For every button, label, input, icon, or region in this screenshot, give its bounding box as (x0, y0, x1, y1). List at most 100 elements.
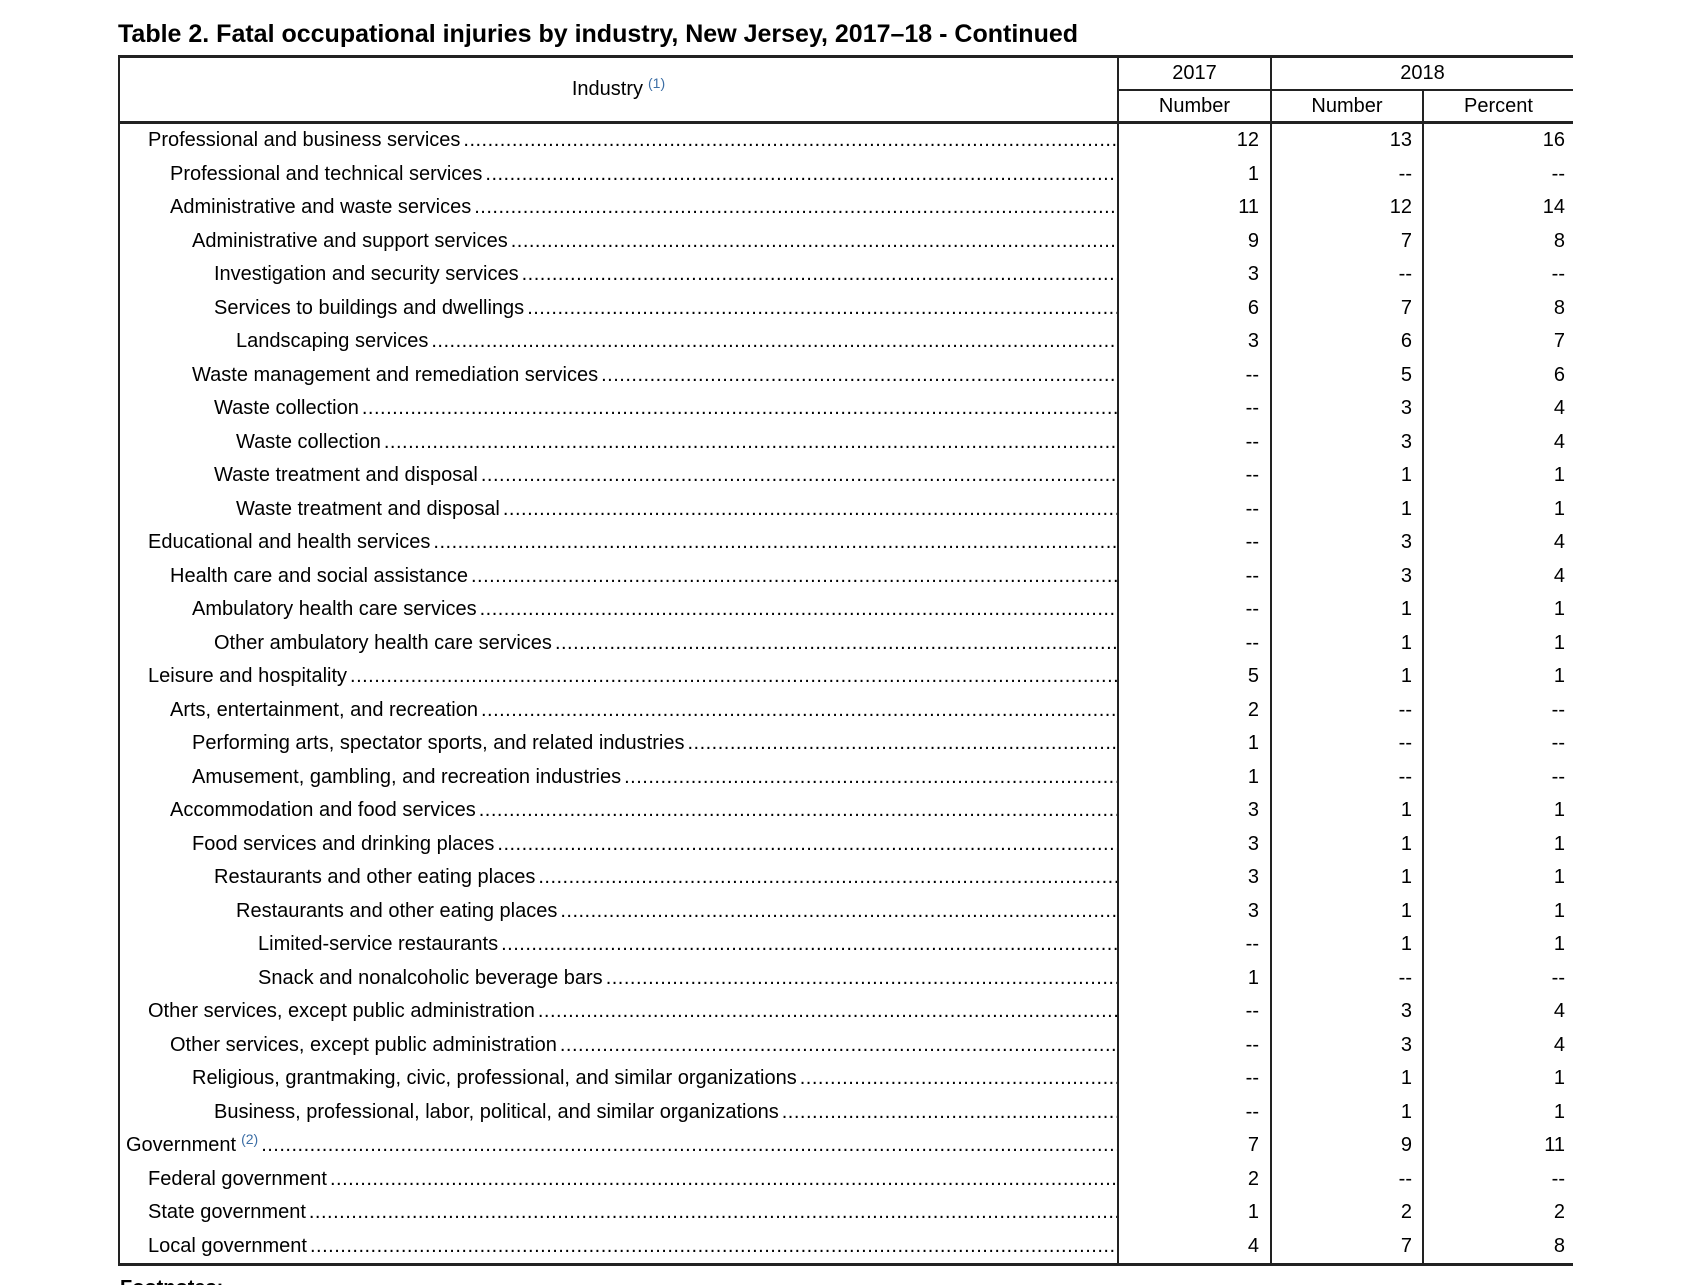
industry-label: Business, professional, labor, political… (214, 1100, 779, 1123)
table-row: Educational and health services.........… (120, 526, 1573, 560)
value-2017-number: 1 (1117, 727, 1270, 761)
industry-label: Professional and business services (148, 129, 461, 151)
value-2018-number: 1 (1270, 894, 1422, 928)
leader-dots: ........................................… (361, 397, 1117, 419)
industry-cell: Other services, except public administra… (120, 995, 1117, 1029)
value-2018-number: 1 (1270, 492, 1422, 526)
industry-label: Investigation and security services (214, 263, 519, 285)
industry-label: Leisure and hospitality (148, 665, 348, 687)
industry-cell: Religious, grantmaking, civic, professio… (120, 1062, 1117, 1096)
value-2018-percent: 4 (1422, 526, 1573, 560)
value-2017-number: -- (1117, 1062, 1270, 1096)
leader-dots: ........................................… (502, 497, 1117, 520)
leader-dots: ........................................… (480, 464, 1117, 486)
leader-dots: ........................................… (554, 631, 1117, 654)
footnote-1-link[interactable]: (1) (648, 74, 666, 91)
value-2017-number: 7 (1117, 1129, 1270, 1163)
industry-label: Other ambulatory health care services (214, 631, 552, 654)
table-row: Waste collection........................… (120, 392, 1573, 426)
value-2018-percent: 2 (1422, 1196, 1573, 1230)
leader-dots: ........................................… (350, 665, 1117, 687)
leader-dots: ........................................… (308, 1201, 1117, 1223)
value-2018-percent: 1 (1422, 794, 1573, 828)
value-2018-number: 5 (1270, 358, 1422, 392)
value-2018-number: 1 (1270, 928, 1422, 962)
industry-cell: Ambulatory health care services.........… (120, 593, 1117, 627)
industry-label: Limited-service restaurants (258, 933, 499, 955)
value-2018-number: 9 (1270, 1129, 1422, 1163)
industry-label: Government (126, 1134, 237, 1156)
value-2017-number: -- (1117, 626, 1270, 660)
leader-dots: ........................................… (383, 430, 1117, 453)
table-body: Professional and business services......… (120, 124, 1573, 1266)
table-row: Snack and nonalcoholic beverage bars....… (120, 961, 1573, 996)
industry-label: Administrative and waste services (170, 196, 472, 218)
industry-cell: Waste management and remediation service… (120, 359, 1117, 393)
injuries-table: Industry (1) 2017 2018 Number Number Perc… (118, 55, 1573, 1266)
table-row: Performing arts, spectator sports, and r… (120, 727, 1573, 761)
industry-cell: Administrative and support services.....… (120, 225, 1117, 259)
industry-cell: Business, professional, labor, political… (120, 1096, 1117, 1130)
value-2018-number: 1 (1270, 459, 1422, 493)
industry-cell: Local government........................… (120, 1230, 1117, 1264)
leader-dots: ........................................… (501, 933, 1117, 955)
value-2018-number: 3 (1270, 559, 1422, 593)
value-2018-number: 13 (1270, 124, 1422, 158)
industry-cell: Waste collection........................… (120, 392, 1117, 426)
value-2018-percent: 1 (1422, 626, 1573, 660)
industry-header-cell: Industry (1) (120, 58, 1117, 121)
industry-cell: Professional and business services......… (120, 124, 1117, 158)
number-2018-header: Number (1270, 91, 1422, 121)
value-2017-number: -- (1117, 526, 1270, 560)
value-2018-number: 6 (1270, 325, 1422, 359)
value-2018-number: 1 (1270, 861, 1422, 895)
table-row: Professional and business services......… (120, 124, 1573, 158)
table-row: Limited-service restaurants.............… (120, 928, 1573, 962)
value-2018-number: 3 (1270, 1028, 1422, 1062)
industry-label: Snack and nonalcoholic beverage bars (258, 966, 603, 989)
leader-dots: ........................................… (261, 1134, 1117, 1156)
value-2018-percent: -- (1422, 760, 1573, 794)
table-row: Administrative and support services.....… (120, 224, 1573, 259)
table-row: Health care and social assistance.......… (120, 559, 1573, 593)
value-2018-number: 1 (1270, 660, 1422, 694)
value-2018-number: 2 (1270, 1196, 1422, 1230)
footnote-link[interactable]: (2) (241, 1131, 259, 1147)
leader-dots: ........................................… (329, 1167, 1117, 1190)
industry-label: Federal government (148, 1167, 327, 1190)
table-row: Other services, except public administra… (120, 1028, 1573, 1062)
value-2018-percent: 11 (1422, 1129, 1573, 1163)
table-row: Other services, except public administra… (120, 995, 1573, 1029)
value-2017-number: -- (1117, 1028, 1270, 1062)
value-2017-number: 1 (1117, 157, 1270, 191)
value-2018-percent: 1 (1422, 492, 1573, 526)
table-row: Administrative and waste services.......… (120, 191, 1573, 225)
value-2018-percent: 4 (1422, 995, 1573, 1029)
industry-label: Waste management and remediation service… (192, 363, 599, 386)
value-2018-number: -- (1270, 157, 1422, 191)
leader-dots: ........................................… (521, 263, 1117, 285)
industry-label: Accommodation and food services (170, 799, 476, 821)
value-2018-percent: 8 (1422, 291, 1573, 325)
leader-dots: ........................................… (799, 1067, 1117, 1089)
value-2017-number: -- (1117, 995, 1270, 1029)
value-2018-percent: 4 (1422, 1028, 1573, 1062)
value-2017-number: -- (1117, 358, 1270, 392)
value-2018-percent: -- (1422, 157, 1573, 191)
table-row: Waste management and remediation service… (120, 358, 1573, 393)
value-2017-number: -- (1117, 928, 1270, 962)
percent-2018-header: Percent (1422, 91, 1573, 121)
value-2018-percent: 1 (1422, 928, 1573, 962)
industry-cell: Snack and nonalcoholic beverage bars....… (120, 962, 1117, 996)
value-2018-number: -- (1270, 1162, 1422, 1196)
value-2018-number: -- (1270, 760, 1422, 794)
leader-dots: ........................................… (309, 1234, 1117, 1257)
value-2018-percent: 1 (1422, 459, 1573, 493)
value-2018-number: 1 (1270, 1095, 1422, 1129)
value-2018-percent: 4 (1422, 559, 1573, 593)
value-2018-number: 1 (1270, 794, 1422, 828)
industry-cell: Leisure and hospitality.................… (120, 660, 1117, 694)
leader-dots: ........................................… (478, 799, 1117, 821)
value-2017-number: 11 (1117, 191, 1270, 225)
industry-label: Local government (148, 1234, 307, 1257)
